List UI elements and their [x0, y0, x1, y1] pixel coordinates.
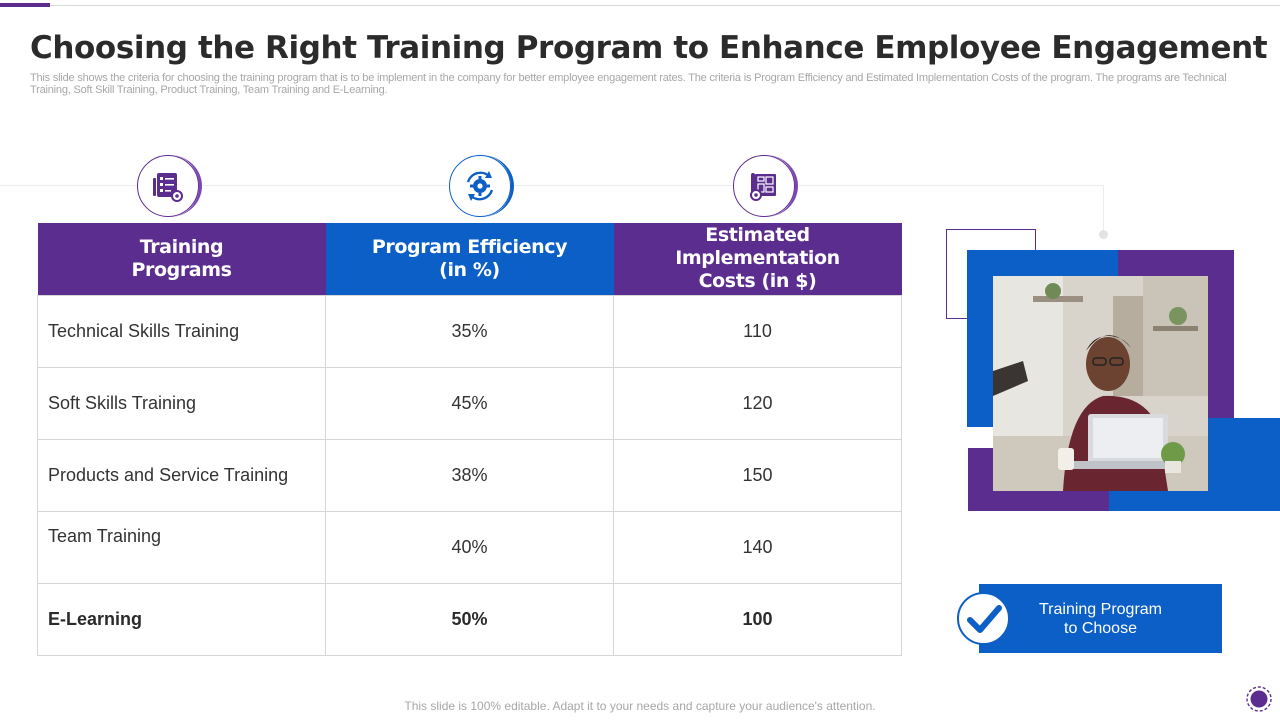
- header-implementation-costs-label: Estimated Implementation Costs (in $): [675, 224, 840, 293]
- program-efficiency: 40%: [325, 510, 614, 584]
- slide-title: Choosing the Right Training Program to E…: [30, 30, 1268, 66]
- program-efficiency: 38%: [325, 438, 614, 512]
- implementation-cost: 110: [613, 294, 902, 368]
- header-training-programs: Training Programs: [37, 223, 326, 295]
- blueprint-gear-icon: [733, 155, 798, 217]
- checklist-icon: [137, 155, 202, 217]
- header-program-efficiency: Program Efficiency (in %): [325, 223, 614, 295]
- training-programs-table: Training Programs Program Efficiency (in…: [37, 223, 902, 656]
- table-row: Team Training 40% 140: [37, 510, 902, 584]
- program-name: Team Training: [37, 510, 326, 584]
- program-name: E-Learning: [37, 582, 326, 656]
- connector-line: [799, 185, 1104, 186]
- table-row: Soft Skills Training 45% 120: [37, 366, 902, 440]
- implementation-cost: 100: [613, 582, 902, 656]
- checkmark-icon: [957, 592, 1010, 645]
- employee-photo: [993, 276, 1208, 491]
- program-efficiency: 35%: [325, 294, 614, 368]
- corner-logo-icon: [1246, 686, 1272, 712]
- footer-note: This slide is 100% editable. Adapt it to…: [404, 699, 876, 713]
- top-divider: [50, 5, 1280, 6]
- table-row: Products and Service Training 38% 150: [37, 438, 902, 512]
- top-accent-bar: [0, 3, 50, 7]
- connector-line: [203, 185, 449, 186]
- connector-dot: [1099, 230, 1108, 239]
- table-row-highlighted: E-Learning 50% 100: [37, 582, 902, 656]
- header-training-programs-label: Training Programs: [131, 235, 232, 281]
- connector-line: [0, 185, 137, 186]
- implementation-cost: 140: [613, 510, 902, 584]
- connector-line: [1103, 185, 1104, 231]
- slide-subtitle: This slide shows the criteria for choosi…: [30, 72, 1227, 96]
- program-name: Products and Service Training: [37, 438, 326, 512]
- photo-frame: [946, 185, 1280, 513]
- connector-line: [515, 185, 733, 186]
- header-implementation-costs: Estimated Implementation Costs (in $): [613, 223, 902, 295]
- implementation-cost: 120: [613, 366, 902, 440]
- table-row: Technical Skills Training 35% 110: [37, 294, 902, 368]
- choose-text: Training Program to Choose: [1038, 600, 1162, 637]
- program-name: Soft Skills Training: [37, 366, 326, 440]
- header-program-efficiency-label: Program Efficiency (in %): [371, 235, 568, 281]
- program-name: Technical Skills Training: [37, 294, 326, 368]
- program-efficiency: 45%: [325, 366, 614, 440]
- program-efficiency: 50%: [325, 582, 614, 656]
- training-program-to-choose-label: Training Program to Choose: [979, 584, 1222, 653]
- gear-cycle-icon: [449, 155, 514, 217]
- table-header-row: Training Programs Program Efficiency (in…: [37, 223, 902, 295]
- implementation-cost: 150: [613, 438, 902, 512]
